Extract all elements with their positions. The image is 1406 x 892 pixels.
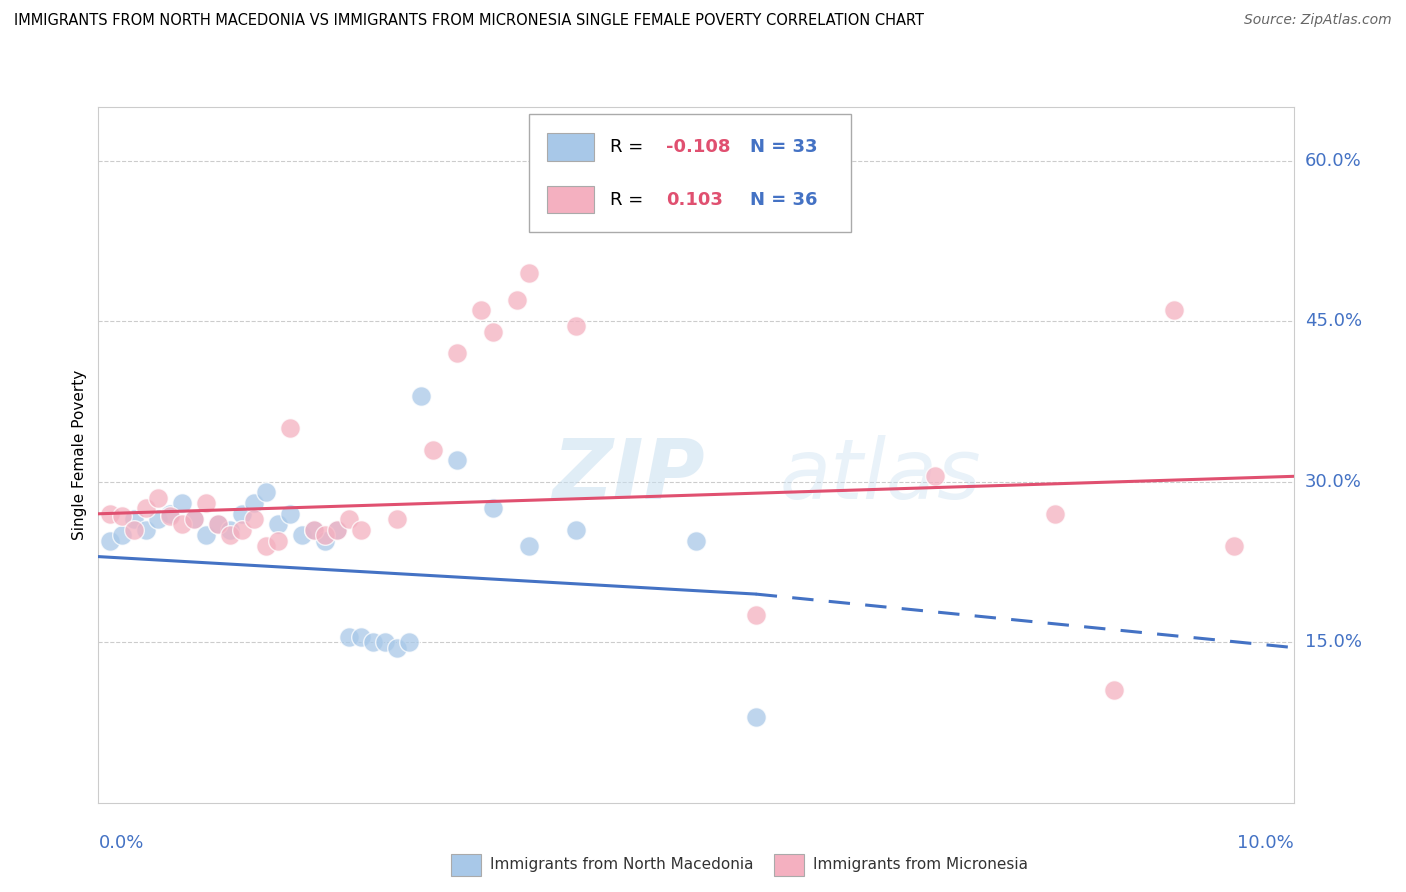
Point bbox=[278, 507, 301, 521]
Point bbox=[194, 528, 218, 542]
Text: N = 36: N = 36 bbox=[749, 191, 817, 209]
Point bbox=[243, 512, 266, 526]
Text: Immigrants from Micronesia: Immigrants from Micronesia bbox=[813, 857, 1028, 872]
Point bbox=[506, 293, 529, 307]
Point bbox=[517, 266, 540, 280]
Text: 0.103: 0.103 bbox=[666, 191, 723, 209]
Point bbox=[98, 533, 122, 548]
Point bbox=[315, 533, 337, 548]
Text: R =: R = bbox=[610, 191, 655, 209]
Point bbox=[398, 635, 420, 649]
Point bbox=[339, 512, 360, 526]
Point bbox=[194, 496, 218, 510]
Point bbox=[290, 528, 312, 542]
Point bbox=[219, 528, 242, 542]
Text: 60.0%: 60.0% bbox=[1305, 152, 1361, 169]
Point bbox=[517, 539, 540, 553]
Text: N = 33: N = 33 bbox=[749, 138, 817, 156]
Text: -0.108: -0.108 bbox=[666, 138, 731, 156]
Point bbox=[924, 469, 946, 483]
Point bbox=[148, 512, 170, 526]
Point bbox=[1223, 539, 1246, 553]
Point bbox=[315, 528, 337, 542]
Point bbox=[1104, 683, 1126, 698]
Point bbox=[481, 325, 505, 339]
FancyBboxPatch shape bbox=[773, 854, 804, 876]
Text: Immigrants from North Macedonia: Immigrants from North Macedonia bbox=[491, 857, 754, 872]
Point bbox=[243, 496, 266, 510]
Text: Source: ZipAtlas.com: Source: ZipAtlas.com bbox=[1244, 13, 1392, 28]
Point bbox=[326, 523, 349, 537]
Point bbox=[302, 523, 325, 537]
Point bbox=[124, 512, 146, 526]
Point bbox=[446, 346, 468, 360]
Point bbox=[565, 319, 588, 334]
Point bbox=[709, 180, 731, 194]
Text: ZIP: ZIP bbox=[553, 435, 706, 516]
Point bbox=[207, 517, 229, 532]
Point bbox=[183, 512, 205, 526]
Point bbox=[219, 523, 242, 537]
Point bbox=[98, 507, 122, 521]
Text: 0.0%: 0.0% bbox=[98, 834, 143, 852]
Point bbox=[685, 533, 707, 548]
Point bbox=[385, 640, 409, 655]
Point bbox=[172, 517, 194, 532]
Point bbox=[254, 539, 277, 553]
Point bbox=[111, 528, 134, 542]
Point bbox=[267, 533, 290, 548]
Point bbox=[278, 421, 301, 435]
Point bbox=[326, 523, 349, 537]
FancyBboxPatch shape bbox=[451, 854, 481, 876]
Point bbox=[1043, 507, 1066, 521]
FancyBboxPatch shape bbox=[547, 134, 595, 161]
Text: R =: R = bbox=[610, 138, 650, 156]
Text: atlas: atlas bbox=[779, 435, 981, 516]
Text: 45.0%: 45.0% bbox=[1305, 312, 1362, 330]
Point bbox=[1163, 303, 1185, 318]
Point bbox=[470, 303, 492, 318]
Point bbox=[135, 523, 157, 537]
Point bbox=[339, 630, 360, 644]
Point bbox=[745, 608, 768, 623]
Point bbox=[207, 517, 229, 532]
Point bbox=[565, 523, 588, 537]
Point bbox=[385, 512, 409, 526]
Point bbox=[411, 389, 433, 403]
Point bbox=[745, 710, 768, 724]
Point bbox=[446, 453, 468, 467]
Point bbox=[422, 442, 444, 457]
Point bbox=[350, 523, 373, 537]
Point bbox=[183, 512, 205, 526]
Text: IMMIGRANTS FROM NORTH MACEDONIA VS IMMIGRANTS FROM MICRONESIA SINGLE FEMALE POVE: IMMIGRANTS FROM NORTH MACEDONIA VS IMMIG… bbox=[14, 13, 924, 29]
Point bbox=[302, 523, 325, 537]
Text: 30.0%: 30.0% bbox=[1305, 473, 1361, 491]
Point bbox=[231, 523, 253, 537]
Point bbox=[254, 485, 277, 500]
Point bbox=[159, 508, 181, 523]
Point bbox=[148, 491, 170, 505]
Text: 15.0%: 15.0% bbox=[1305, 633, 1361, 651]
Point bbox=[374, 635, 396, 649]
Point bbox=[481, 501, 505, 516]
Point bbox=[172, 496, 194, 510]
Text: 10.0%: 10.0% bbox=[1237, 834, 1294, 852]
Point bbox=[363, 635, 385, 649]
FancyBboxPatch shape bbox=[529, 114, 851, 232]
Point bbox=[124, 523, 146, 537]
Point bbox=[135, 501, 157, 516]
Point bbox=[350, 630, 373, 644]
Y-axis label: Single Female Poverty: Single Female Poverty bbox=[72, 370, 87, 540]
Point bbox=[267, 517, 290, 532]
Point bbox=[159, 507, 181, 521]
Point bbox=[111, 508, 134, 523]
FancyBboxPatch shape bbox=[547, 186, 595, 213]
Point bbox=[231, 507, 253, 521]
